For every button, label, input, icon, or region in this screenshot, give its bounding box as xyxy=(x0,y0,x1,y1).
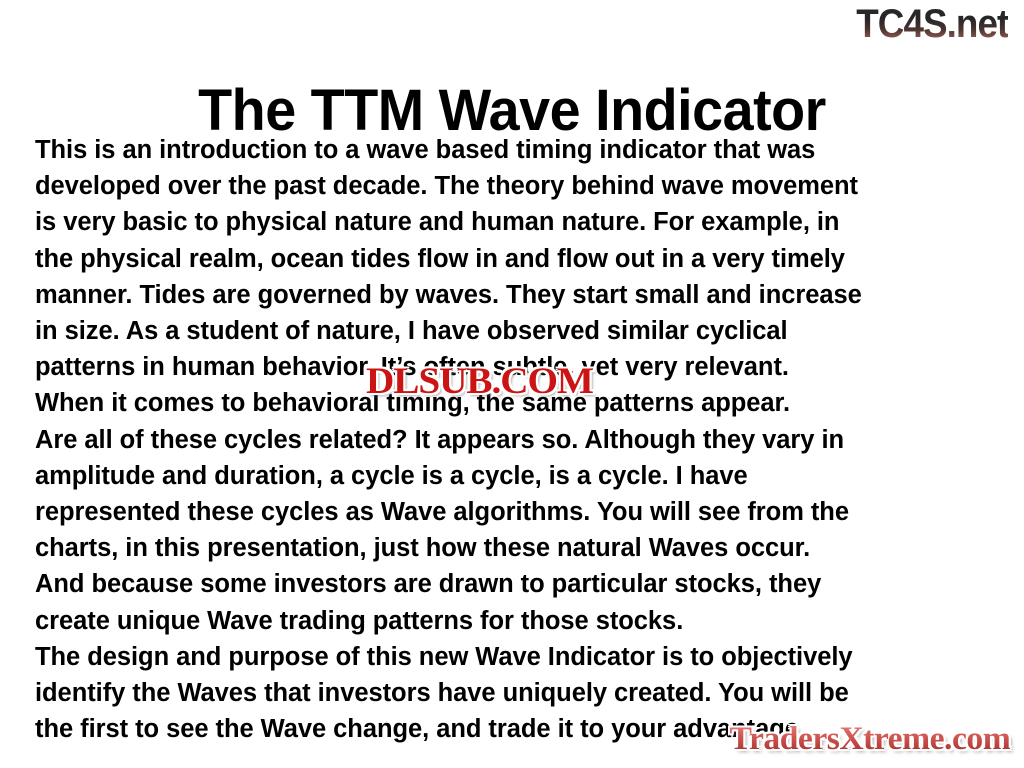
body-line: The design and purpose of this new Wave … xyxy=(35,642,853,671)
body-line: patterns in human behavior. It’s often s… xyxy=(35,353,789,382)
body-line: create unique Wave trading patterns for … xyxy=(35,606,684,635)
body-line: This is an introduction to a wave based … xyxy=(35,136,816,164)
body-line: When it comes to behavioral timing, the … xyxy=(35,389,791,418)
watermark-dlsub: DLSUB.COM xyxy=(366,361,594,402)
body-text: This is an introduction to a wave based … xyxy=(35,132,995,747)
body-line: manner. Tides are governed by waves. The… xyxy=(35,280,862,309)
paragraph-1: This is an introduction to a wave based … xyxy=(35,132,995,639)
body-line: represented these cycles as Wave algorit… xyxy=(35,498,849,527)
body-line: And because some investors are drawn to … xyxy=(35,570,822,599)
body-line: charts, in this presentation, just how t… xyxy=(35,534,811,563)
brand-logo-fill: TradersXtreme.com xyxy=(729,721,1010,757)
body-line: the physical realm, ocean tides flow in … xyxy=(35,244,845,273)
brand-logo-tc4s: TC4S.net xyxy=(855,2,1009,46)
body-line: identify the Waves that investors have u… xyxy=(35,679,849,708)
paragraph-2: The design and purpose of this new Wave … xyxy=(35,639,995,748)
body-line: in size. As a student of nature, I have … xyxy=(35,317,788,346)
body-line: amplitude and duration, a cycle is a cyc… xyxy=(35,461,748,490)
body-line: the first to see the Wave change, and tr… xyxy=(35,715,806,744)
page-title: The TTM Wave Indicator xyxy=(198,77,826,143)
body-line: is very basic to physical nature and hum… xyxy=(35,208,840,237)
body-line: developed over the past decade. The theo… xyxy=(35,172,858,201)
body-line: Are all of these cycles related? It appe… xyxy=(35,425,845,454)
brand-logo-tradersxtreme: TradersXtreme.com TradersXtreme.com xyxy=(729,720,1010,758)
